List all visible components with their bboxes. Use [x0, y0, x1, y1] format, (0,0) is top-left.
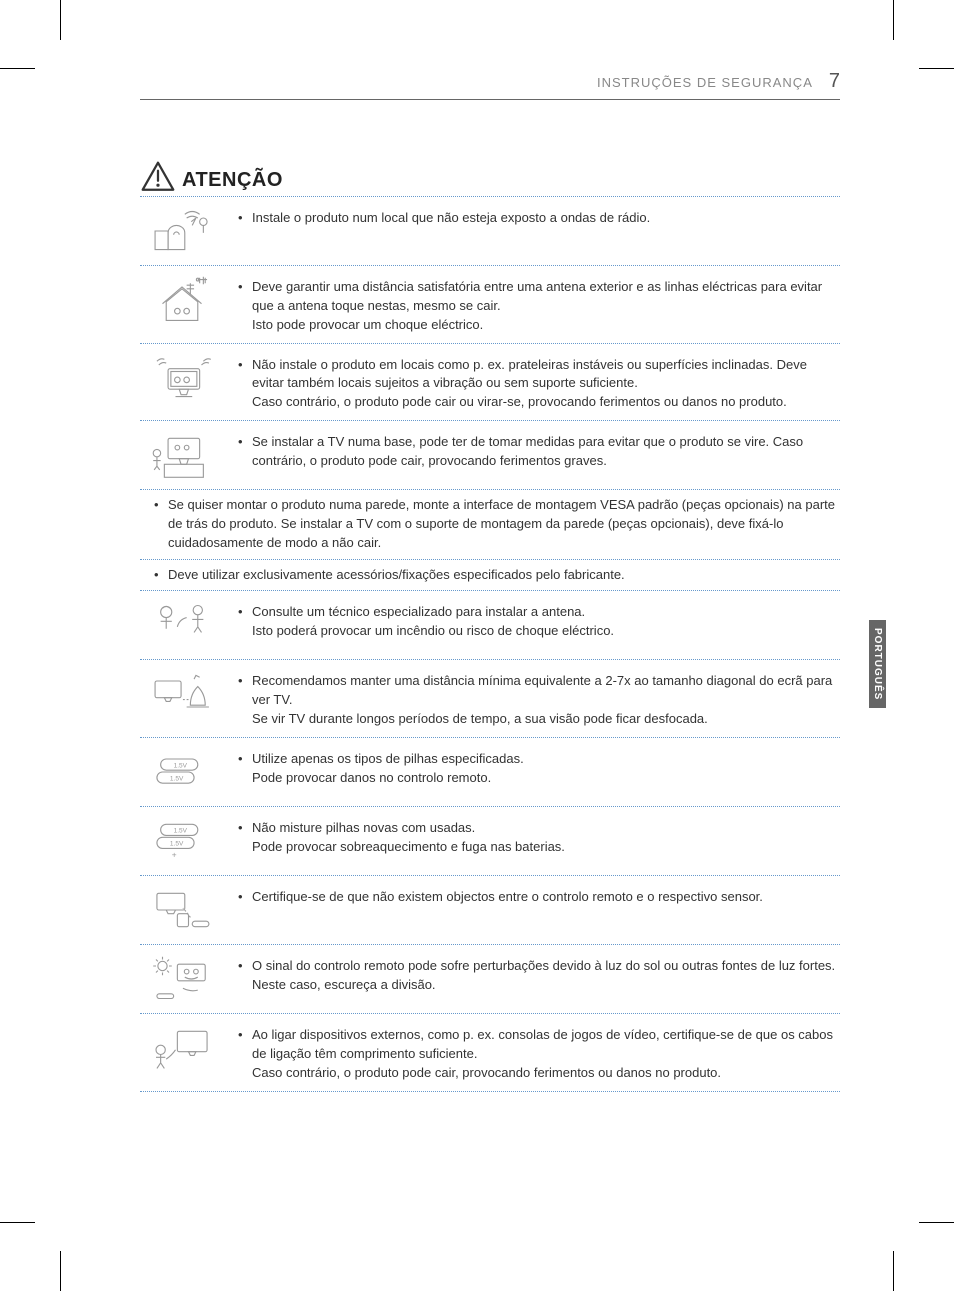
batteries-mixed-icon: 1.5V 1.5V +: [140, 815, 224, 867]
item-text: Deve garantir uma distância satisfatória…: [224, 274, 840, 335]
tv-stand-icon: [140, 429, 224, 481]
safety-item: Deve garantir uma distância satisfatória…: [140, 266, 840, 344]
sunlight-remote-icon: [140, 953, 224, 1005]
safety-item: Se instalar a TV numa base, pode ter de …: [140, 421, 840, 490]
unstable-tv-icon: [140, 352, 224, 404]
safety-item: Certifique-se de que não existem objecto…: [140, 876, 840, 945]
svg-text:1.5V: 1.5V: [174, 762, 188, 769]
item-text: O sinal do controlo remoto pode sofre pe…: [224, 953, 840, 995]
warning-triangle-icon: [140, 160, 176, 192]
safety-item: Recomendamos manter uma distância mínima…: [140, 660, 840, 738]
radio-waves-icon: [140, 205, 224, 257]
item-text: Se instalar a TV numa base, pode ter de …: [224, 429, 840, 471]
safety-item: 1.5V 1.5V Utilize apenas os tipos de pil…: [140, 738, 840, 807]
page-number: 7: [829, 70, 840, 93]
safety-item-full: Se quiser montar o produto numa parede, …: [140, 490, 840, 560]
safety-item: 1.5V 1.5V + Não misture pilhas novas com…: [140, 807, 840, 876]
page-content: INSTRUÇÕES DE SEGURANÇA 7 ATENÇÃO: [140, 70, 840, 1092]
svg-text:+: +: [172, 850, 177, 860]
page-header: INSTRUÇÕES DE SEGURANÇA 7: [140, 70, 840, 100]
antenna-house-icon: [140, 274, 224, 326]
safety-item: O sinal do controlo remoto pode sofre pe…: [140, 945, 840, 1014]
external-device-icon: [140, 1022, 224, 1074]
item-text: Certifique-se de que não existem objecto…: [224, 884, 840, 907]
safety-item: Não instale o produto em locais como p. …: [140, 344, 840, 422]
safety-item: Ao ligar dispositivos externos, como p. …: [140, 1014, 840, 1092]
item-text: Instale o produto num local que não este…: [224, 205, 840, 228]
svg-text:1.5V: 1.5V: [170, 841, 184, 848]
viewing-distance-icon: [140, 668, 224, 720]
technician-icon: [140, 599, 224, 651]
svg-text:1.5V: 1.5V: [174, 828, 188, 835]
item-text: Consulte um técnico especializado para i…: [224, 599, 840, 641]
section-title: ATENÇÃO: [182, 169, 283, 192]
item-text: Utilize apenas os tipos de pilhas especi…: [224, 746, 840, 788]
safety-item-full: Deve utilizar exclusivamente acessórios/…: [140, 560, 840, 592]
header-title: INSTRUÇÕES DE SEGURANÇA: [597, 75, 813, 90]
batteries-icon: 1.5V 1.5V: [140, 746, 224, 798]
svg-text:1.5V: 1.5V: [170, 775, 184, 782]
section-heading: ATENÇÃO: [140, 160, 840, 197]
item-text: Não misture pilhas novas com usadas.Pode…: [224, 815, 840, 857]
remote-sensor-icon: [140, 884, 224, 936]
item-text: Não instale o produto em locais como p. …: [224, 352, 840, 413]
safety-item: Instale o produto num local que não este…: [140, 197, 840, 266]
item-text: Ao ligar dispositivos externos, como p. …: [224, 1022, 840, 1083]
safety-item: Consulte um técnico especializado para i…: [140, 591, 840, 660]
item-text: Recomendamos manter uma distância mínima…: [224, 668, 840, 729]
language-tab: PORTUGUÊS: [869, 620, 886, 708]
